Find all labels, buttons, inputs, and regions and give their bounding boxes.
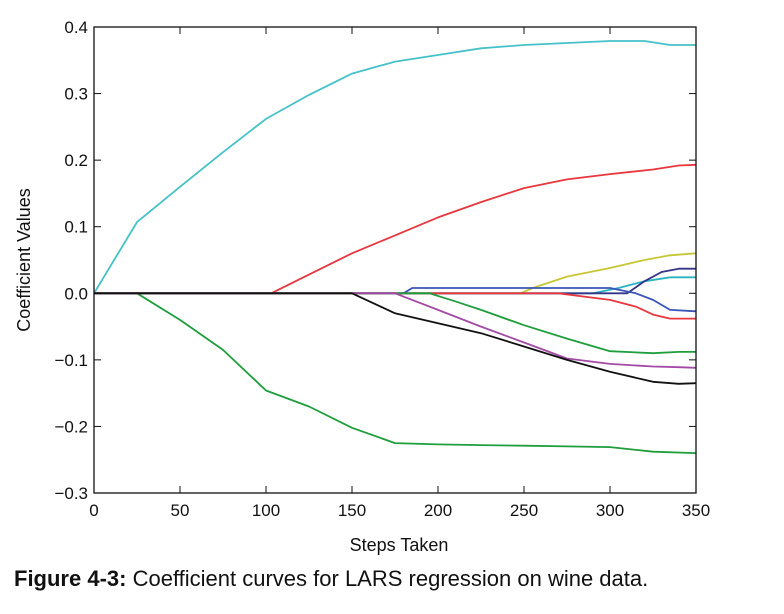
y-tick-label: 0.1 <box>64 218 88 237</box>
series-line-9 <box>94 292 696 355</box>
x-tick-label: 250 <box>510 501 538 520</box>
series-line-8 <box>94 292 696 320</box>
caption-text: Coefficient curves for LARS regression o… <box>132 566 649 591</box>
x-axis-title: Steps Taken <box>350 535 449 555</box>
series-layer <box>93 40 697 454</box>
x-tick-label: 50 <box>171 501 190 520</box>
series-line-2 <box>94 163 697 295</box>
y-tick-label: 0.2 <box>64 151 88 170</box>
x-tick-label: 0 <box>89 501 98 520</box>
series-line-10 <box>94 292 697 369</box>
series-line-11 <box>94 292 697 385</box>
series-line-3 <box>94 292 697 454</box>
plot-area <box>94 27 696 493</box>
figure-caption: Figure 4-3: Coefficient curves for LARS … <box>14 566 648 592</box>
x-tick-label: 150 <box>338 501 366 520</box>
ticks-layer: 0 50 100 150 200 250 300 350 −0.3 −0.2 −0.1 0.0 0.1 0… <box>54 18 710 520</box>
x-tick-label: 350 <box>682 501 710 520</box>
plot-frame <box>93 26 697 494</box>
y-axis-title: Coefficient Values <box>14 188 34 331</box>
y-tick-label: −0.3 <box>54 484 88 503</box>
x-tick-label: 100 <box>252 501 280 520</box>
y-tick-label: −0.1 <box>54 351 88 370</box>
x-tick-label: 200 <box>424 501 452 520</box>
y-tick-label: 0.4 <box>64 18 88 37</box>
caption-label: Figure 4-3: <box>14 566 127 591</box>
lars-coefficient-chart: 0 50 100 150 200 250 300 350 −0.3 −0.2 −0.1 0.0 0.1 0… <box>14 18 710 555</box>
series-line-1 <box>93 40 696 294</box>
y-tick-label: −0.2 <box>54 417 88 436</box>
x-tick-label: 300 <box>596 501 624 520</box>
series-line-7 <box>94 287 697 313</box>
y-tick-label: 0.3 <box>64 85 88 104</box>
y-tick-label: 0.0 <box>64 284 88 303</box>
